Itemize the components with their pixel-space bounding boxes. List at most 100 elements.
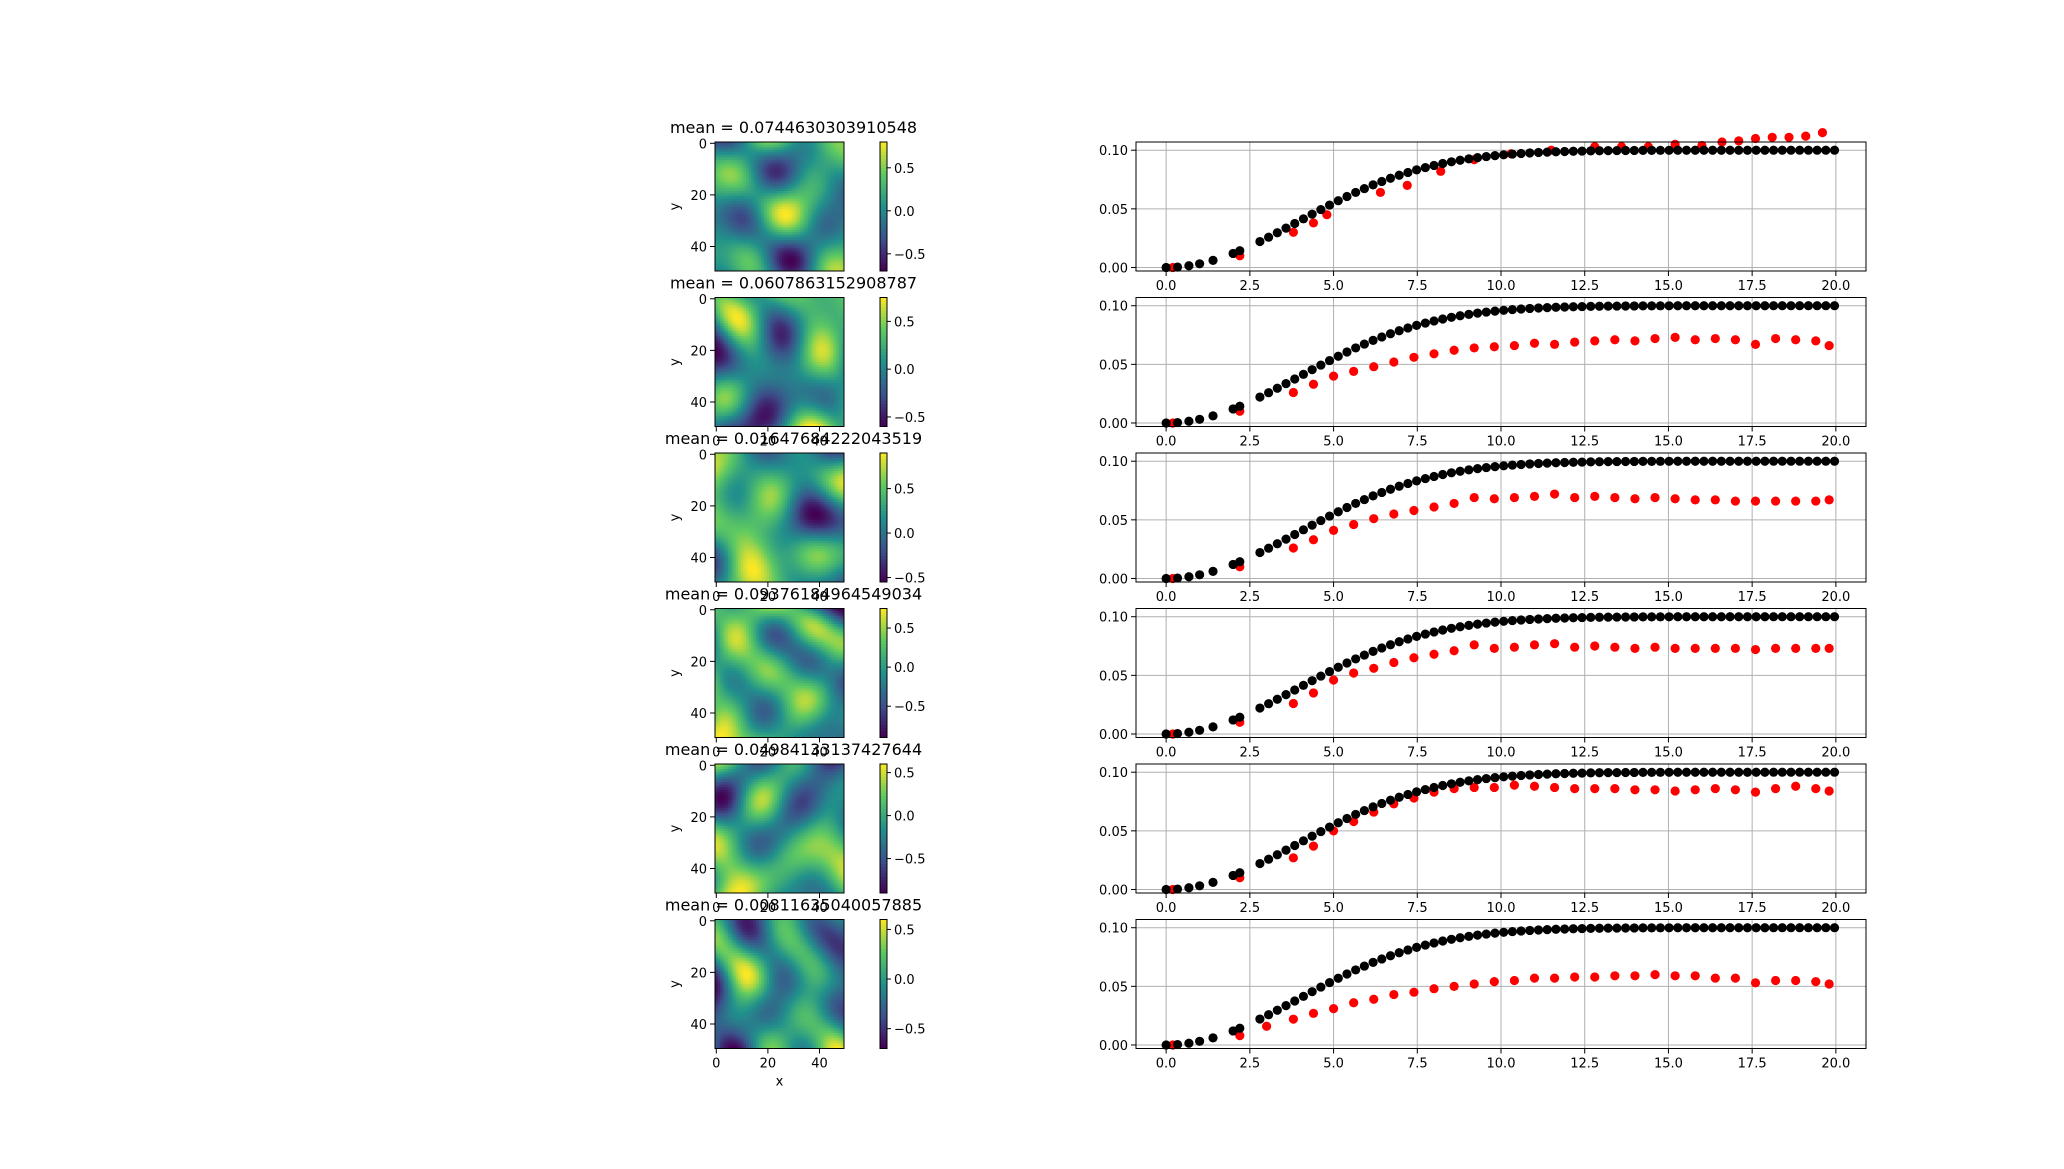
heatmap-cell — [774, 152, 778, 156]
heatmap-cell — [730, 221, 734, 225]
heatmap-cell — [751, 232, 755, 236]
heatmap-cell — [792, 411, 796, 414]
heatmap-cell — [758, 170, 762, 174]
heatmap-cell — [797, 232, 801, 236]
heatmap-cell — [727, 237, 731, 241]
heatmap-cell — [823, 211, 827, 215]
heatmap-cell — [753, 403, 757, 407]
heatmap-cell — [764, 312, 767, 316]
heatmap-cell — [800, 185, 804, 189]
heatmap-cell — [828, 380, 832, 384]
heatmap-cell — [771, 346, 775, 350]
heatmap-cell — [828, 234, 832, 238]
heatmap-cell — [797, 221, 801, 225]
heatmap-cell — [717, 242, 721, 246]
heatmap-cell — [764, 382, 767, 386]
heatmap-cell — [828, 209, 832, 213]
heatmap-cell — [738, 185, 742, 189]
heatmap-cell — [810, 395, 814, 399]
heatmap-cell — [813, 232, 817, 236]
heatmap-cell — [810, 263, 814, 267]
heatmap-cell — [748, 144, 752, 148]
heatmap-cell — [818, 398, 822, 402]
heatmap-cell — [833, 245, 837, 249]
heatmap-cell — [831, 142, 835, 145]
heatmap-cell — [745, 403, 749, 407]
heatmap-cell — [740, 323, 744, 327]
heatmap-cell — [764, 221, 767, 225]
heatmap-cell — [743, 333, 747, 337]
heatmap-cell — [735, 160, 739, 164]
heatmap-cell — [771, 198, 775, 202]
heatmap-cell — [725, 364, 729, 368]
heatmap-cell — [836, 362, 840, 365]
heatmap-cell — [717, 240, 721, 244]
heatmap-cell — [733, 198, 737, 202]
heatmap-cell — [751, 250, 755, 254]
heatmap-cell — [735, 149, 739, 153]
heatmap-cell — [810, 188, 814, 192]
heatmap-cell — [807, 149, 811, 153]
heatmap-cell — [733, 307, 737, 311]
heatmap-cell — [743, 398, 747, 402]
heatmap-cell — [753, 408, 757, 412]
heatmap-cell — [813, 408, 817, 412]
heatmap-cell — [787, 305, 791, 309]
heatmap-cell — [807, 170, 811, 174]
heatmap-cell — [805, 234, 809, 238]
heatmap-cell — [758, 312, 762, 316]
heatmap-cell — [776, 224, 780, 228]
heatmap-cell — [831, 165, 835, 169]
heatmap-cell — [758, 216, 762, 220]
heatmap-cell — [792, 201, 796, 205]
heatmap-cell — [841, 307, 845, 311]
heatmap-cell — [776, 242, 780, 246]
heatmap-cell — [743, 157, 747, 161]
heatmap-cell — [828, 175, 832, 179]
heatmap-cell — [807, 211, 811, 215]
heatmap-cell — [722, 305, 726, 309]
heatmap-cell — [836, 172, 840, 176]
heatmap-cell — [730, 203, 734, 207]
heatmap-cell — [838, 268, 842, 272]
heatmap-cell — [831, 263, 835, 267]
heatmap-cell — [825, 385, 829, 389]
heatmap-cell — [735, 411, 739, 414]
heatmap-cell — [738, 216, 742, 220]
heatmap-cell — [753, 390, 757, 394]
heatmap-cell — [753, 338, 757, 342]
heatmap-cell — [753, 178, 757, 182]
heatmap-cell — [774, 211, 778, 215]
heatmap-cell — [751, 240, 755, 244]
heatmap-cell — [815, 240, 819, 244]
heatmap-cell — [725, 221, 729, 225]
heatmap-cell — [794, 354, 798, 358]
heatmap-cell — [836, 380, 840, 384]
heatmap-cell — [810, 403, 814, 407]
heatmap-cell — [720, 374, 724, 378]
heatmap-cell — [738, 377, 742, 381]
heatmap-cell — [831, 356, 835, 360]
heatmap-cell — [789, 240, 793, 244]
heatmap-cell — [815, 198, 819, 202]
heatmap-cell — [807, 312, 811, 316]
heatmap-cell — [841, 175, 845, 179]
heatmap-cell — [722, 403, 726, 407]
heatmap-cell — [789, 165, 793, 169]
heatmap-cell — [776, 258, 780, 262]
heatmap-cell — [820, 372, 824, 376]
heatmap-cell — [735, 201, 739, 205]
heatmap-cell — [784, 403, 788, 407]
heatmap-cell — [833, 338, 837, 342]
heatmap-cell — [782, 302, 786, 306]
heatmap-cell — [761, 185, 765, 189]
heatmap-cell — [797, 354, 801, 358]
heatmap-cell — [833, 242, 837, 246]
heatmap-cell — [802, 307, 806, 311]
heatmap-cell — [774, 336, 778, 340]
heatmap-cell — [810, 242, 814, 246]
heatmap-cell — [794, 219, 798, 223]
heatmap-cell — [766, 307, 770, 311]
heatmap-cell — [722, 369, 726, 373]
heatmap-cell — [715, 198, 718, 202]
